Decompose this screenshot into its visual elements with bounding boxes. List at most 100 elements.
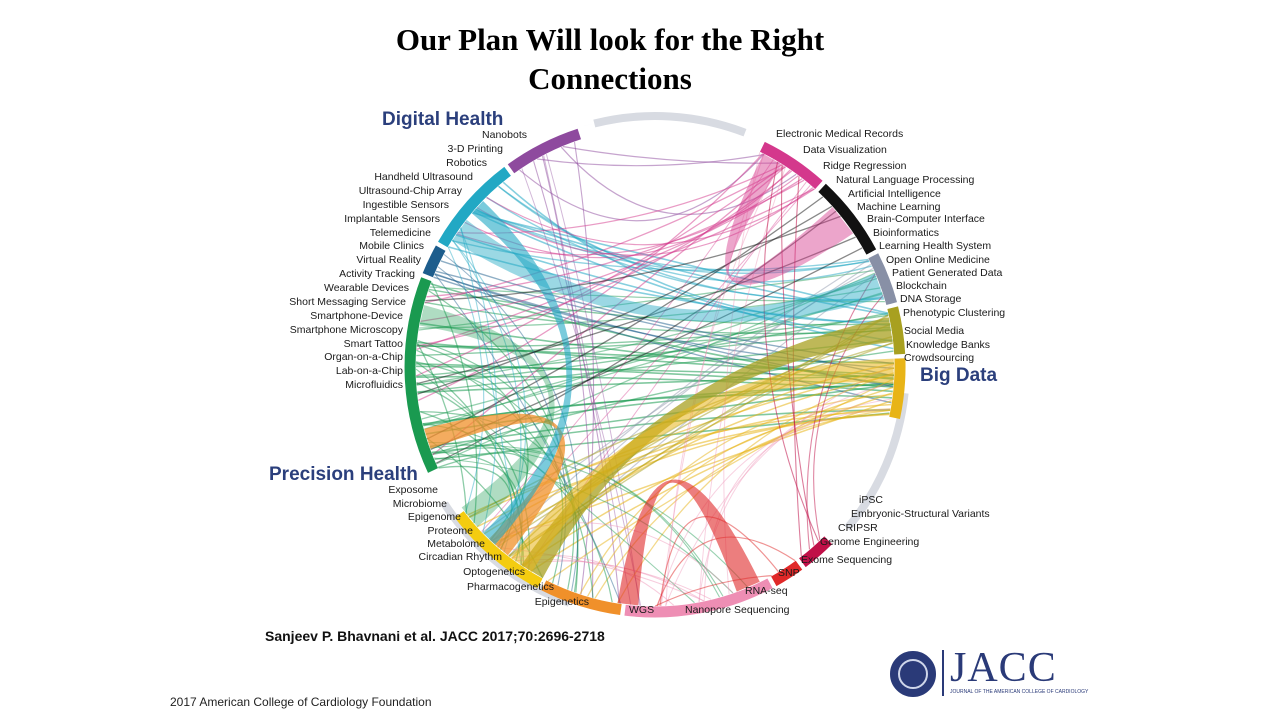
label-wgs: WGS [629, 604, 654, 616]
logo-divider [942, 650, 944, 696]
label-lab-on-a-chip: Lab-on-a-Chip [336, 365, 403, 377]
ribbon-73 [425, 215, 841, 302]
ribbon-130 [703, 408, 891, 601]
label-robotics: Robotics [446, 157, 487, 169]
ribbon-140 [654, 575, 772, 607]
direction-arrow-0 [593, 112, 747, 137]
ribbon-66 [456, 175, 799, 256]
slide-title: Our Plan Will look for the Right Connect… [300, 20, 920, 98]
label-brain-computer-interface: Brain-Computer Interface [867, 213, 985, 225]
label-ridge-regression: Ridge Regression [823, 160, 907, 172]
label-smart-tattoo: Smart Tattoo [344, 338, 403, 350]
label-natural-language-processing: Natural Language Processing [836, 174, 975, 186]
ribbon-41 [475, 208, 870, 272]
label-wearable-devices: Wearable Devices [324, 282, 409, 294]
ribbon-20 [428, 288, 891, 326]
arc-segment-pink [624, 578, 773, 618]
ribbon-47 [562, 145, 780, 164]
ribbon-118 [417, 340, 575, 590]
band-6 [419, 305, 555, 527]
label-ipsc: iPSC [859, 494, 883, 506]
ribbon-141 [763, 161, 820, 542]
ribbon-39 [498, 185, 884, 301]
ribbon-134 [660, 154, 765, 606]
label-bioinformatics: Bioinformatics [873, 227, 939, 239]
direction-arrowhead-0 [582, 121, 604, 127]
ribbon-50 [519, 153, 765, 222]
citation: Sanjeev P. Bhavnani et al. JACC 2017;70:… [265, 628, 605, 644]
label-open-online-medicine: Open Online Medicine [886, 254, 990, 266]
label-mobile-clinics: Mobile Clinics [359, 240, 424, 252]
ribbon-5 [423, 394, 893, 427]
ribbon-142 [792, 176, 802, 557]
label-microbiome: Microbiome [393, 498, 447, 510]
label-electronic-medical-records: Electronic Medical Records [776, 128, 903, 140]
title-line-1: Our Plan Will look for the Right [395, 22, 825, 57]
label-knowledge-banks: Knowledge Banks [906, 339, 990, 351]
ribbon-148 [447, 246, 485, 513]
label-embryonic-structural-variants: Embryonic-Structural Variants [851, 508, 990, 520]
label-exome-sequencing: Exome Sequencing [801, 554, 892, 566]
label-snp: SNP [778, 567, 800, 579]
arc-segment-crimson [799, 536, 833, 568]
ribbon-76 [435, 210, 837, 464]
ribbon-120 [433, 457, 734, 594]
ribbon-145 [806, 273, 876, 550]
ribbon-14 [432, 350, 894, 455]
arc-segment-orange [541, 580, 622, 616]
label-activity-tracking: Activity Tracking [339, 268, 415, 280]
category-arcs [404, 128, 906, 618]
ribbon-92 [490, 413, 890, 542]
ribbon-103 [579, 393, 893, 595]
ribbon-139 [659, 516, 779, 606]
title-line-2: Connections [528, 61, 692, 96]
label-circadian-rhythm: Circadian Rhythm [419, 551, 503, 563]
ribbon-64 [418, 153, 764, 401]
ribbon-121 [415, 368, 695, 604]
label-nanopore-sequencing: Nanopore Sequencing [685, 604, 790, 616]
connection-ribbons [415, 141, 895, 607]
ribbon-75 [417, 205, 833, 395]
label-optogenetics: Optogenetics [463, 566, 525, 578]
label-short-messaging-service: Short Messaging Service [289, 296, 406, 308]
label-smartphone-device: Smartphone-Device [310, 310, 403, 322]
ribbon-27 [436, 272, 876, 465]
label-epigenome: Epigenome [408, 511, 461, 523]
arc-segment-olive [887, 306, 906, 355]
label-nanobots: Nanobots [482, 129, 527, 141]
label-dna-storage: DNA Storage [900, 293, 961, 305]
arc-segment-gold [889, 358, 906, 420]
label-artificial-intelligence: Artificial Intelligence [848, 188, 941, 200]
ribbon-24 [421, 293, 883, 420]
ribbon-38 [451, 240, 869, 271]
arc-segment-yellow [454, 511, 543, 589]
jacc-subtitle: JOURNAL OF THE AMERICAN COLLEGE OF CARDI… [950, 689, 1089, 695]
label-data-visualization: Data Visualization [803, 144, 887, 156]
label-virtual-reality: Virtual Reality [356, 254, 421, 266]
ribbon-65 [486, 188, 815, 246]
arc-segment-navy [422, 245, 446, 278]
group-label-digital-health: Digital Health [382, 109, 503, 130]
ribbon-55 [545, 153, 640, 606]
ribbon-54 [521, 168, 642, 606]
label-microfluidics: Microfluidics [345, 379, 403, 391]
direction-arrow-1 [441, 501, 571, 607]
ribbon-99 [587, 408, 891, 597]
band-1 [511, 358, 894, 572]
label-blockchain: Blockchain [896, 280, 947, 292]
ribbon-102 [547, 378, 894, 582]
label-3d-printing: 3-D Printing [448, 143, 504, 155]
ribbon-68 [476, 187, 814, 256]
ribbon-62 [420, 178, 803, 323]
ribbon-74 [426, 196, 824, 440]
copyright-footer: 2017 American College of Cardiology Foun… [170, 695, 432, 709]
group-arrows [441, 112, 909, 607]
label-epigenetics: Epigenetics [535, 596, 589, 608]
label-handheld-ultrasound: Handheld Ultrasound [374, 171, 473, 183]
band-7 [471, 200, 573, 545]
label-pharmacogenetics: Pharmacogenetics [467, 581, 554, 593]
direction-arrowhead-2 [903, 381, 906, 403]
ribbon-117 [428, 290, 579, 593]
ribbon-136 [665, 162, 779, 606]
label-implantable-sensors: Implantable Sensors [344, 213, 440, 225]
